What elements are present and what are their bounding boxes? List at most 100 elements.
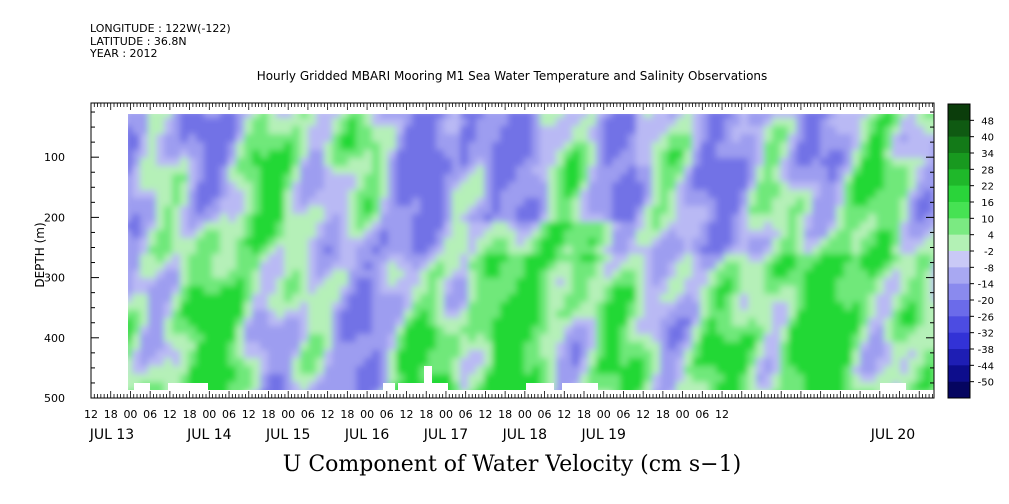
heatmap-cell bbox=[372, 206, 381, 215]
heatmap-cell bbox=[204, 310, 213, 319]
heatmap-cell bbox=[580, 150, 589, 159]
heatmap-cell bbox=[204, 254, 213, 263]
heatmap-cell bbox=[748, 270, 757, 279]
colorbar-label: 28 bbox=[981, 165, 994, 176]
heatmap-cell bbox=[324, 230, 333, 239]
heatmap-cell bbox=[220, 366, 229, 375]
heatmap-cell bbox=[156, 238, 165, 247]
heatmap-cell bbox=[404, 302, 413, 311]
heatmap-cell bbox=[372, 278, 381, 287]
heatmap-cell bbox=[204, 374, 213, 383]
heatmap-cell bbox=[532, 206, 541, 215]
heatmap-cell bbox=[220, 166, 229, 175]
heatmap-cell bbox=[324, 374, 333, 383]
heatmap-cell bbox=[812, 318, 821, 327]
heatmap-cell bbox=[876, 246, 885, 255]
heatmap-cell bbox=[252, 310, 261, 319]
heatmap-cell bbox=[892, 270, 901, 279]
heatmap-cell bbox=[572, 166, 581, 175]
heatmap-cell bbox=[580, 334, 589, 343]
heatmap-cell bbox=[860, 114, 869, 119]
heatmap-cell bbox=[436, 238, 445, 247]
heatmap-cell bbox=[740, 286, 749, 295]
heatmap-cell bbox=[868, 302, 877, 311]
heatmap-cell bbox=[836, 134, 845, 143]
heatmap-cell bbox=[620, 334, 629, 343]
heatmap-cell bbox=[876, 206, 885, 215]
heatmap-cell bbox=[860, 254, 869, 263]
heatmap-cell bbox=[452, 278, 461, 287]
chart-title: Hourly Gridded MBARI Mooring M1 Sea Wate… bbox=[256, 69, 768, 83]
heatmap-cell bbox=[172, 254, 181, 263]
heatmap-cell bbox=[676, 270, 685, 279]
heatmap-cell bbox=[636, 374, 645, 383]
heatmap-cell bbox=[852, 246, 861, 255]
heatmap-cell bbox=[156, 214, 165, 223]
heatmap-cell bbox=[796, 326, 805, 335]
heatmap-cell bbox=[436, 114, 445, 119]
longitude-label: LONGITUDE : 122W(-122) bbox=[90, 22, 231, 35]
heatmap-cell bbox=[796, 286, 805, 295]
heatmap-cell bbox=[220, 318, 229, 327]
heatmap-cell bbox=[628, 286, 637, 295]
heatmap-cell bbox=[892, 198, 901, 207]
heatmap-cell bbox=[524, 342, 533, 351]
heatmap-cell bbox=[740, 190, 749, 199]
heatmap-cell bbox=[532, 118, 541, 127]
heatmap-cell bbox=[468, 310, 477, 319]
heatmap-cell bbox=[724, 278, 733, 287]
colorbar-label: -50 bbox=[978, 378, 994, 389]
heatmap-cell bbox=[540, 374, 549, 383]
heatmap-cell bbox=[604, 182, 613, 191]
heatmap-cell bbox=[180, 254, 189, 263]
heatmap-cell bbox=[244, 174, 253, 183]
heatmap-cell bbox=[452, 358, 461, 367]
heatmap-cell bbox=[244, 294, 253, 303]
heatmap-cell bbox=[332, 278, 341, 287]
heatmap-cell bbox=[780, 166, 789, 175]
heatmap-cell bbox=[700, 374, 709, 383]
heatmap-cell bbox=[132, 158, 141, 167]
heatmap-cell bbox=[452, 302, 461, 311]
heatmap-cell bbox=[604, 238, 613, 247]
heatmap-cell bbox=[764, 142, 773, 151]
heatmap-cell bbox=[932, 142, 934, 151]
heatmap-cell bbox=[292, 230, 301, 239]
heatmap-cell bbox=[260, 342, 269, 351]
heatmap-cell bbox=[340, 142, 349, 151]
heatmap-cell bbox=[484, 182, 493, 191]
heatmap-cell bbox=[276, 286, 285, 295]
heatmap-cell bbox=[412, 150, 421, 159]
heatmap-cell bbox=[844, 142, 853, 151]
heatmap-cell bbox=[236, 366, 245, 375]
heatmap-cell bbox=[908, 270, 917, 279]
heatmap-cell bbox=[596, 350, 605, 359]
heatmap-cell bbox=[908, 286, 917, 295]
heatmap-cell bbox=[908, 190, 917, 199]
heatmap-cell bbox=[676, 286, 685, 295]
heatmap-cell bbox=[388, 246, 397, 255]
heatmap-cell bbox=[260, 190, 269, 199]
heatmap-cell bbox=[812, 278, 821, 287]
heatmap-cell bbox=[868, 238, 877, 247]
heatmap-cell bbox=[412, 142, 421, 151]
heatmap-cell bbox=[332, 182, 341, 191]
heatmap-cell bbox=[332, 134, 341, 143]
heatmap-cell bbox=[660, 142, 669, 151]
heatmap-cell bbox=[380, 302, 389, 311]
heatmap-cell bbox=[644, 166, 653, 175]
heatmap-cell bbox=[724, 366, 733, 375]
heatmap-cell bbox=[524, 142, 533, 151]
heatmap-cell bbox=[868, 342, 877, 351]
heatmap-cell bbox=[196, 262, 205, 271]
heatmap-cell bbox=[404, 166, 413, 175]
heatmap-cell bbox=[540, 318, 549, 327]
heatmap-cell bbox=[316, 366, 325, 375]
heatmap-cell bbox=[364, 310, 373, 319]
heatmap-cell bbox=[276, 150, 285, 159]
heatmap-cell bbox=[836, 254, 845, 263]
heatmap-cell bbox=[644, 334, 653, 343]
heatmap-cell bbox=[388, 334, 397, 343]
heatmap-cell bbox=[844, 342, 853, 351]
heatmap-cell bbox=[516, 190, 525, 199]
